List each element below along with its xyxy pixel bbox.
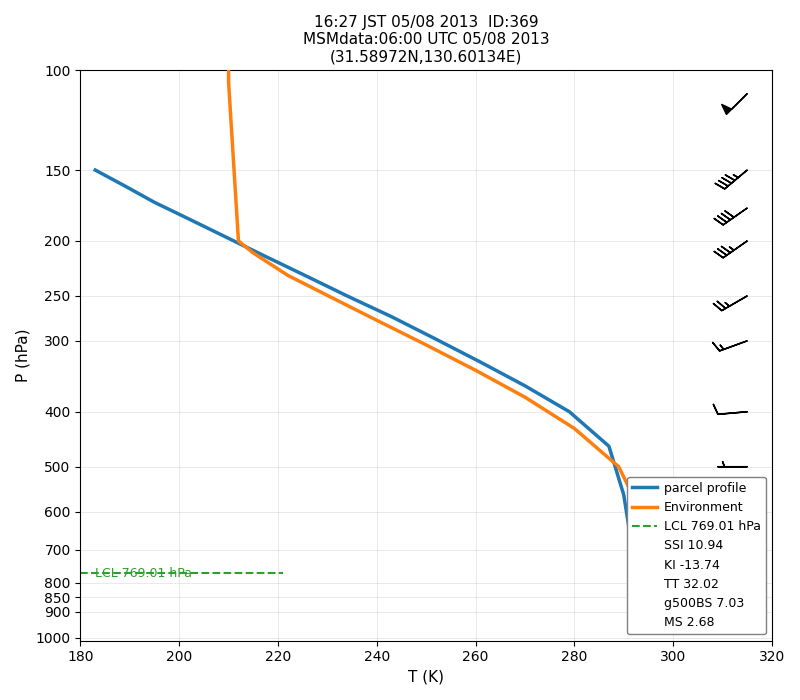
parcel profile bbox=[150, 198, 159, 206]
Environment bbox=[224, 66, 234, 74]
parcel profile bbox=[120, 182, 130, 190]
Environment bbox=[570, 424, 579, 433]
Environment bbox=[663, 621, 673, 629]
Environment bbox=[614, 463, 623, 471]
parcel profile bbox=[90, 166, 100, 174]
Environment bbox=[234, 237, 243, 245]
parcel profile bbox=[386, 312, 396, 321]
parcel profile bbox=[184, 215, 194, 223]
Y-axis label: P (hPa): P (hPa) bbox=[15, 329, 30, 382]
Line: parcel profile: parcel profile bbox=[95, 170, 638, 625]
Environment bbox=[327, 294, 337, 302]
parcel profile bbox=[634, 621, 643, 629]
Text: LCL 769.01 hPa: LCL 769.01 hPa bbox=[95, 566, 192, 580]
parcel profile bbox=[629, 552, 638, 561]
Line: Environment: Environment bbox=[229, 70, 668, 625]
Environment bbox=[520, 393, 530, 401]
Environment bbox=[422, 341, 431, 349]
parcel profile bbox=[258, 251, 268, 260]
Environment bbox=[372, 316, 382, 325]
parcel profile bbox=[219, 232, 229, 240]
Title: 16:27 JST 05/08 2013  ID:369
MSMdata:06:00 UTC 05/08 2013
(31.58972N,130.60134E): 16:27 JST 05/08 2013 ID:369 MSMdata:06:0… bbox=[303, 15, 550, 65]
parcel profile bbox=[298, 270, 307, 279]
parcel profile bbox=[476, 358, 486, 366]
Legend: parcel profile, Environment, LCL 769.01 hPa, SSI 10.94, KI -13.74, TT 32.02, g50: parcel profile, Environment, LCL 769.01 … bbox=[627, 477, 766, 634]
LCL 769.01 hPa bbox=[76, 568, 86, 577]
parcel profile bbox=[520, 382, 530, 390]
parcel profile bbox=[565, 407, 574, 416]
Environment bbox=[643, 524, 653, 532]
parcel profile bbox=[604, 442, 614, 450]
parcel profile bbox=[342, 292, 352, 300]
Environment bbox=[224, 78, 234, 86]
X-axis label: T (K): T (K) bbox=[408, 670, 444, 685]
Environment bbox=[283, 271, 293, 279]
Environment bbox=[470, 366, 480, 375]
parcel profile bbox=[619, 491, 629, 499]
parcel profile bbox=[431, 335, 441, 344]
Environment bbox=[249, 248, 258, 257]
LCL 769.01 hPa bbox=[278, 568, 288, 577]
